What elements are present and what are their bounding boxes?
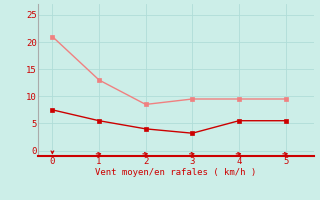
X-axis label: Vent moyen/en rafales ( km/h ): Vent moyen/en rafales ( km/h ) bbox=[95, 168, 257, 177]
